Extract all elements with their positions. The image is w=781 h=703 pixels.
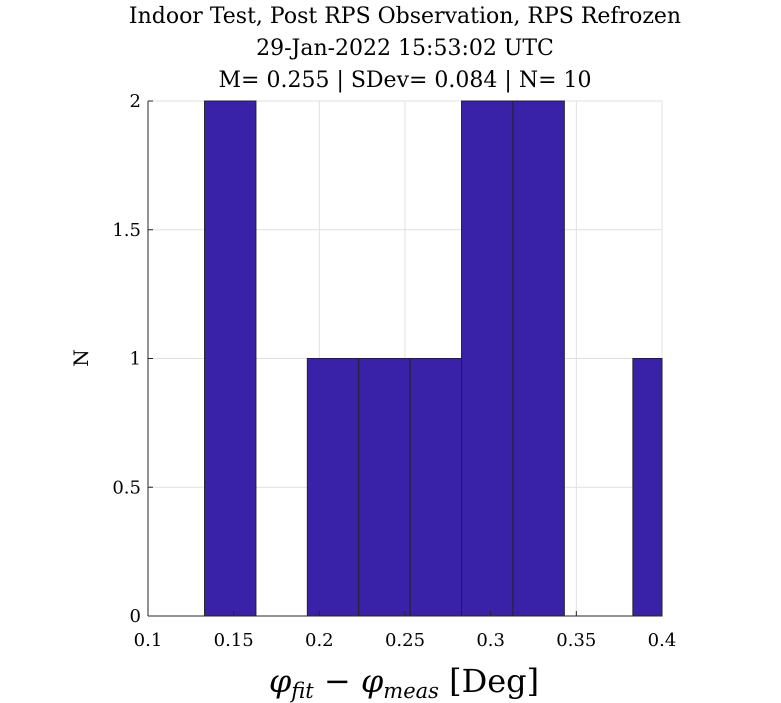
chart-title-line-3: M= 0.255 | SDev= 0.084 | N= 10 (219, 68, 592, 93)
histogram-bar-6 (512, 100, 565, 617)
chart-title-line-1: Indoor Test, Post RPS Observation, RPS R… (129, 4, 681, 29)
x-axis-label-sub-meas: meas (383, 679, 439, 703)
x-tick-label: 0.35 (556, 630, 596, 651)
y-tick-label: 1 (130, 349, 141, 370)
y-tick-label: 0.5 (112, 477, 141, 498)
x-tick-label: 0.1 (134, 630, 163, 651)
chart-title-line-2: 29-Jan-2022 15:53:02 UTC (256, 36, 554, 61)
histogram-bar-7 (632, 358, 663, 617)
x-tick-label: 0.4 (648, 630, 677, 651)
histogram-bar-1 (204, 100, 257, 617)
x-tick-label: 0.3 (476, 630, 505, 651)
x-tick-label: 0.15 (214, 630, 254, 651)
x-tick-label: 0.25 (385, 630, 425, 651)
y-axis-label: N (69, 349, 93, 367)
y-tick-label: 2 (130, 91, 141, 112)
x-axis-label-phi-fit: φ (269, 662, 292, 700)
y-tick-label: 1.5 (112, 220, 141, 241)
histogram-bar-3 (358, 358, 411, 617)
x-axis-label: φfit − φmeas [Deg] (269, 662, 539, 703)
x-axis-label-minus: − (314, 662, 361, 700)
histogram-bar-2 (306, 358, 360, 617)
y-tick-labels: 0 0.5 1 1.5 2 (112, 91, 141, 627)
histogram-bar-5 (461, 100, 514, 617)
histogram-bars (204, 100, 663, 617)
histogram-bar-4 (409, 358, 463, 617)
x-axis-label-sub-fit: fit (289, 679, 314, 703)
x-tick-labels: 0.1 0.15 0.2 0.25 0.3 0.35 0.4 (134, 630, 677, 651)
y-tick-label: 0 (130, 606, 141, 627)
x-tick-label: 0.2 (305, 630, 334, 651)
axes (147, 100, 663, 617)
x-axis-label-unit: [Deg] (439, 662, 539, 700)
x-axis-label-phi-meas: φ (361, 662, 384, 700)
